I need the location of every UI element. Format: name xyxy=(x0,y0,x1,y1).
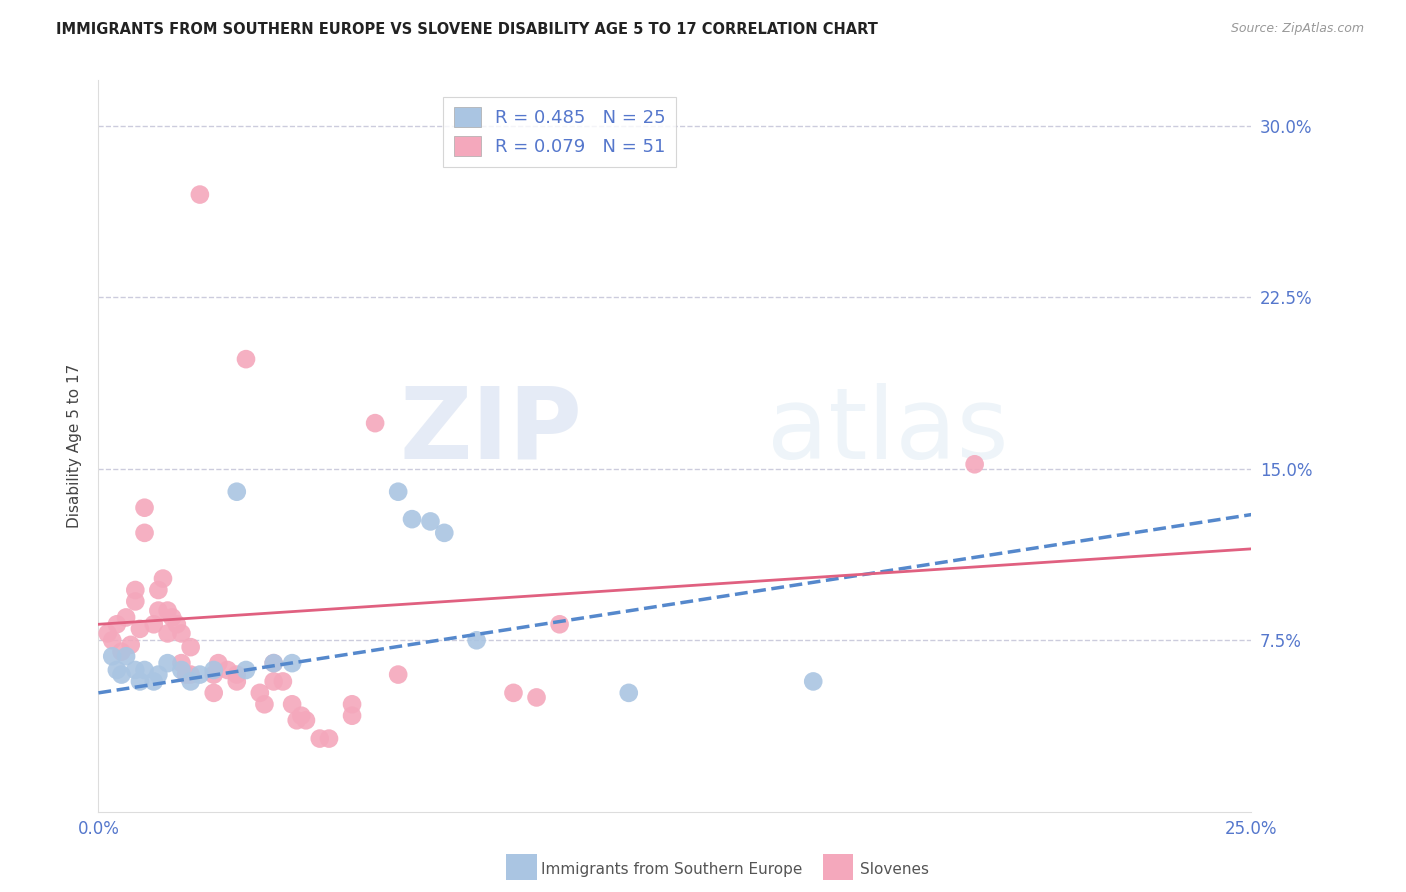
Point xyxy=(225,484,247,499)
Text: Slovenes: Slovenes xyxy=(860,863,929,877)
Y-axis label: Disability Age 5 to 17: Disability Age 5 to 17 xyxy=(67,364,83,528)
Point xyxy=(526,690,548,705)
Point xyxy=(124,663,146,677)
Point xyxy=(253,698,276,712)
Point xyxy=(340,708,363,723)
Text: Source: ZipAtlas.com: Source: ZipAtlas.com xyxy=(1230,22,1364,36)
Point xyxy=(115,649,138,664)
Point xyxy=(401,512,423,526)
Point xyxy=(174,667,197,681)
Point xyxy=(97,626,120,640)
Point xyxy=(120,638,142,652)
Point xyxy=(170,626,193,640)
Point xyxy=(225,667,247,681)
Point xyxy=(134,525,156,540)
Point xyxy=(207,656,229,670)
Text: atlas: atlas xyxy=(768,383,1008,480)
Point xyxy=(188,187,211,202)
Legend: R = 0.485   N = 25, R = 0.079   N = 51: R = 0.485 N = 25, R = 0.079 N = 51 xyxy=(443,96,676,167)
Point xyxy=(225,674,247,689)
Point xyxy=(617,686,640,700)
Point xyxy=(465,633,488,648)
Point xyxy=(548,617,571,632)
Point xyxy=(202,686,225,700)
Point xyxy=(502,686,524,700)
Point xyxy=(281,698,304,712)
Point xyxy=(170,663,193,677)
Point xyxy=(235,352,257,367)
Point xyxy=(180,640,202,655)
Point xyxy=(180,674,202,689)
Point xyxy=(101,649,124,664)
Point xyxy=(110,667,132,681)
Point xyxy=(202,663,225,677)
Point xyxy=(124,594,146,608)
Point xyxy=(134,663,156,677)
Point xyxy=(263,674,285,689)
Point xyxy=(134,500,156,515)
Point xyxy=(160,610,183,624)
Point xyxy=(115,610,138,624)
Point xyxy=(170,656,193,670)
Point xyxy=(180,667,202,681)
Point xyxy=(152,572,174,586)
Point xyxy=(202,667,225,681)
Point xyxy=(142,674,165,689)
Point xyxy=(105,617,128,632)
Point xyxy=(148,582,170,597)
Point xyxy=(156,626,179,640)
Point xyxy=(124,582,146,597)
Point xyxy=(963,458,986,472)
Point xyxy=(148,603,170,617)
Point xyxy=(105,663,128,677)
Point xyxy=(801,674,824,689)
Point xyxy=(419,515,441,529)
Point xyxy=(318,731,340,746)
Point xyxy=(271,674,294,689)
Point xyxy=(156,603,179,617)
Point xyxy=(281,656,304,670)
Point xyxy=(387,484,409,499)
Point xyxy=(217,663,239,677)
Point xyxy=(308,731,330,746)
Point xyxy=(295,714,318,728)
Point xyxy=(142,617,165,632)
Point xyxy=(263,656,285,670)
Point xyxy=(249,686,271,700)
Point xyxy=(188,667,211,681)
Point xyxy=(129,622,152,636)
Point xyxy=(156,656,179,670)
Text: IMMIGRANTS FROM SOUTHERN EUROPE VS SLOVENE DISABILITY AGE 5 TO 17 CORRELATION CH: IMMIGRANTS FROM SOUTHERN EUROPE VS SLOVE… xyxy=(56,22,879,37)
Point xyxy=(433,525,456,540)
Text: Immigrants from Southern Europe: Immigrants from Southern Europe xyxy=(541,863,803,877)
Point xyxy=(285,714,308,728)
Point xyxy=(387,667,409,681)
Point xyxy=(166,617,188,632)
Point xyxy=(148,667,170,681)
Point xyxy=(364,416,387,430)
Point xyxy=(129,674,152,689)
Point xyxy=(263,656,285,670)
Text: ZIP: ZIP xyxy=(399,383,582,480)
Point xyxy=(290,708,312,723)
Point xyxy=(340,698,363,712)
Point xyxy=(110,645,132,659)
Point xyxy=(101,633,124,648)
Point xyxy=(235,663,257,677)
